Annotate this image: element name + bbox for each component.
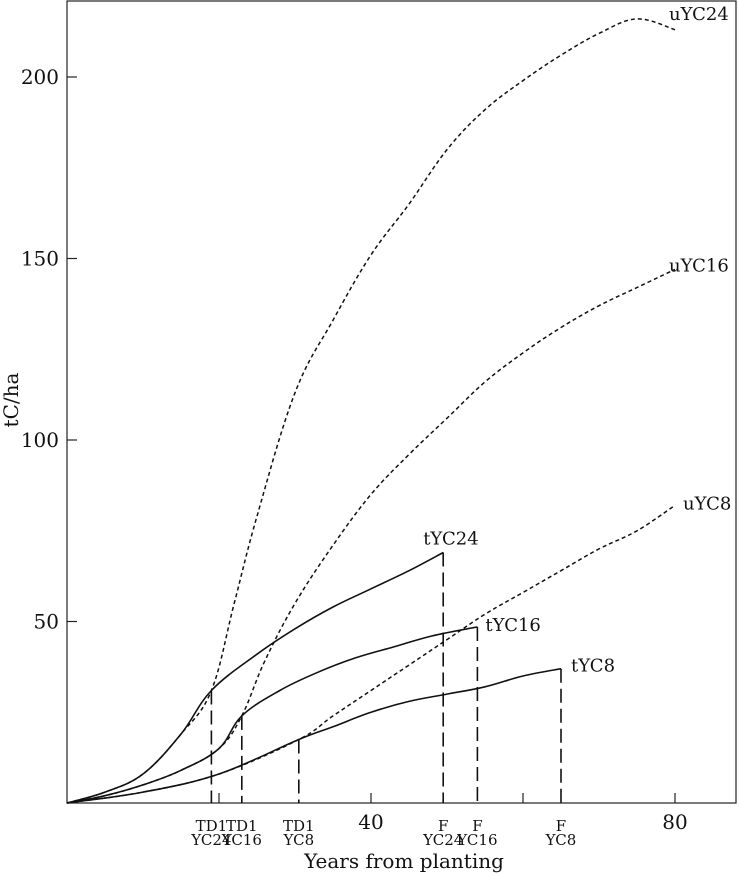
x-tick-label-0: 40	[358, 810, 383, 834]
x-tick-label-1: 80	[662, 810, 687, 834]
series-line-tyc8	[66, 667, 562, 804]
event-label-3-line1: F	[438, 817, 448, 835]
series-label-uyc24: uYC24	[669, 4, 729, 25]
series-line-tyc16	[66, 626, 478, 804]
y-tick-label-1: 100	[21, 428, 59, 452]
series-label-tyc16: tYC16	[485, 615, 540, 636]
event-label-0-line2: YC24	[190, 831, 231, 849]
event-label-1-line2: YC16	[221, 831, 262, 849]
event-label-4-line1: F	[472, 817, 482, 835]
plot-frame	[66, 0, 737, 804]
series-line-tyc24	[66, 551, 444, 804]
series-label-tyc24: tYC24	[423, 529, 478, 550]
event-label-2-line2: YC8	[282, 831, 314, 849]
event-label-2-line1: TD1	[283, 817, 315, 835]
event-label-3-line2: YC24	[422, 831, 463, 849]
y-tick-label-2: 150	[21, 247, 59, 271]
series-line-uyc24	[66, 18, 676, 804]
series-label-tyc8: tYC8	[571, 656, 615, 677]
y-tick-label-0: 50	[34, 610, 59, 634]
series-line-uyc8	[66, 504, 676, 804]
event-label-4-line2: YC16	[456, 831, 497, 849]
y-axis-title: tC/ha	[0, 372, 23, 427]
series-layer	[66, 18, 676, 804]
ticks-layer	[67, 76, 676, 803]
event-label-0-line1: TD1	[196, 817, 228, 835]
y-tick-label-3: 200	[21, 65, 59, 89]
event-label-5-line2: YC8	[545, 831, 577, 849]
event-label-5-line1: F	[556, 817, 566, 835]
series-label-uyc8: uYC8	[683, 493, 731, 514]
x-axis-title: Years from planting	[303, 849, 504, 873]
series-label-uyc16: uYC16	[669, 255, 729, 276]
event-label-1-line1: TD1	[226, 817, 258, 835]
labels-layer: uYC24uYC16uYC8tYC24tYC16tYC8TD1YC24TD1YC…	[21, 4, 732, 849]
events-layer	[210, 552, 562, 803]
series-line-uyc16	[66, 268, 676, 804]
